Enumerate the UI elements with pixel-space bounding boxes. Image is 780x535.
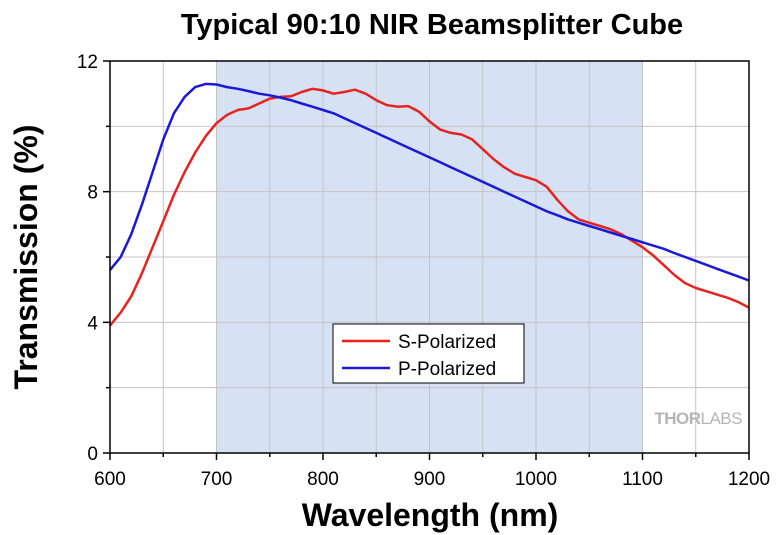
y-axis-title: Transmission (%) xyxy=(8,125,44,390)
series-line-s-polarized xyxy=(109,87,750,327)
y-tick-label: 0 xyxy=(87,444,98,465)
axes xyxy=(103,60,750,460)
y-tick-label: 4 xyxy=(87,313,98,334)
chart-title: Typical 90:10 NIR Beamsplitter Cube xyxy=(181,9,683,41)
x-tick-label: 1000 xyxy=(515,469,557,490)
legend-label-s-polarized: S-Polarized xyxy=(398,332,496,353)
series-layer xyxy=(109,82,750,327)
x-tick-label: 1200 xyxy=(728,469,770,490)
y-tick-label: 8 xyxy=(87,183,98,204)
tick-labels: 600 700 800 900 1000 1100 1200 0 4 8 12 xyxy=(77,52,770,490)
series-line-p-polarized xyxy=(109,82,750,282)
x-tick-label: 1100 xyxy=(622,469,663,490)
x-tick-label: 900 xyxy=(414,469,446,490)
x-tick-label: 600 xyxy=(94,469,126,490)
grid xyxy=(110,61,749,453)
x-axis-title: Wavelength (nm) xyxy=(302,497,559,533)
x-tick-label: 700 xyxy=(201,469,233,490)
y-tick-label: 12 xyxy=(77,52,98,73)
x-tick-label: 800 xyxy=(307,469,339,490)
thorlabs-watermark: THORLABS xyxy=(654,409,742,428)
legend-box xyxy=(332,323,525,384)
legend-label-p-polarized: P-Polarized xyxy=(398,359,496,380)
legend: S-Polarized P-Polarized xyxy=(332,323,525,384)
